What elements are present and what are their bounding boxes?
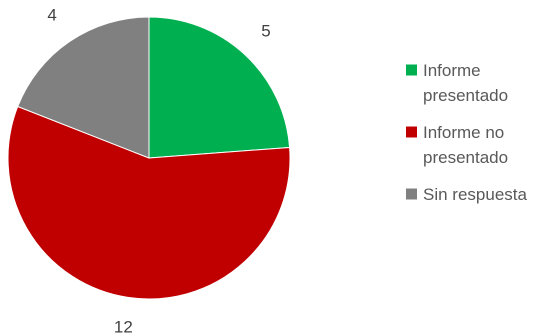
legend: Informe presentado Informe no presentado Sin… [406, 61, 527, 204]
legend-item-informe-no-presentado: Informe no presentado [406, 123, 508, 167]
legend-label-informe-presentado: Informe presentado [423, 61, 508, 105]
data-label-informe-no-presentado: 12 [114, 318, 133, 333]
pie-slice-sin-respuesta [17, 16, 150, 159]
legend-swatch-informe-no-presentado [406, 126, 417, 138]
data-label-sin-respuesta: 4 [47, 5, 56, 24]
legend-label-sin-respuesta: Sin respuesta [423, 185, 527, 204]
legend-item-sin-respuesta: Sin respuesta [406, 185, 527, 204]
legend-swatch-sin-respuesta [406, 188, 417, 200]
pie-slice-informe-presentado [148, 16, 291, 159]
pie-slices [7, 16, 291, 300]
data-labels: 5 12 4 [47, 5, 270, 333]
data-label-informe-presentado: 5 [261, 21, 270, 40]
legend-item-informe-presentado: Informe presentado [406, 61, 508, 105]
legend-label-informe-no-presentado: Informe no presentado [423, 123, 508, 167]
legend-swatch-informe-presentado [406, 64, 417, 76]
pie-slice-informe-no-presentado [7, 105, 291, 300]
